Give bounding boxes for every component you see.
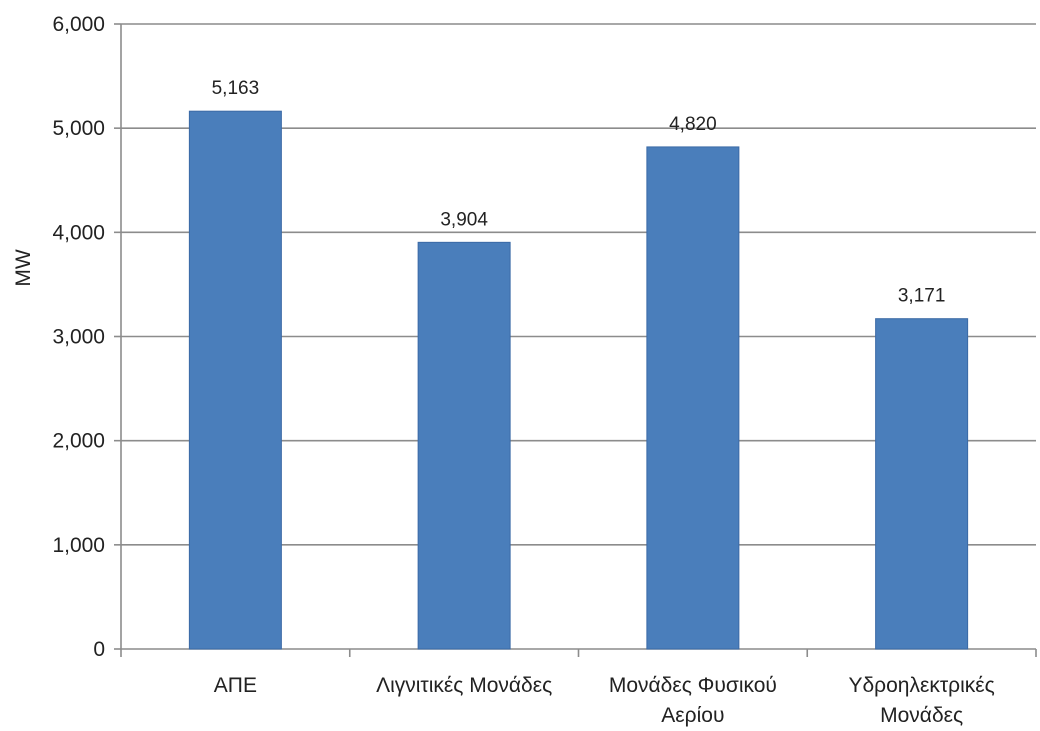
labels: 0 1,000 2,000 3,000 4,000 5,000 6,000 5,163 ΑΠΕ 3…: [52, 13, 994, 727]
data-label: 3,904: [440, 209, 488, 230]
data-label: 3,171: [898, 286, 946, 307]
x-tick-label: Μονάδες Φυσικού Αερίου: [609, 674, 777, 727]
bar: [417, 241, 511, 650]
y-axis-title: MW: [12, 249, 35, 286]
y-tick-label: 3,000: [52, 326, 105, 349]
data-label: 4,820: [669, 114, 717, 135]
y-tick-label: 1,000: [52, 534, 105, 557]
x-tick-label: Λιγνιτικές Μονάδες: [376, 674, 552, 697]
bar: [646, 146, 740, 650]
y-tick-label: 6,000: [52, 13, 105, 36]
bars: [188, 110, 969, 650]
bar: [875, 318, 969, 650]
x-tick-label: ΑΠΕ: [214, 674, 257, 697]
y-tick-label: 4,000: [52, 221, 105, 244]
y-tick-label: 5,000: [52, 117, 105, 140]
bar: [188, 110, 282, 650]
data-label: 5,163: [212, 78, 260, 99]
x-tick-label: Υδροηλεκτρικές Μονάδες: [848, 674, 994, 727]
y-tick-label: 0: [93, 638, 105, 661]
y-tick-label: 2,000: [52, 430, 105, 453]
